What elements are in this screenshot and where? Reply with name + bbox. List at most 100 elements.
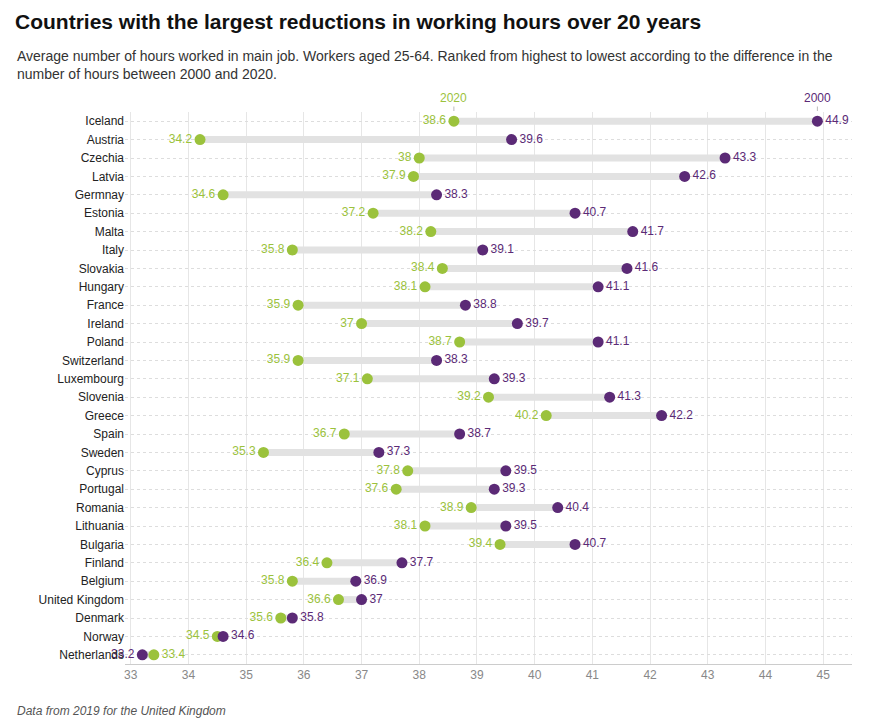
svg-text:40.4: 40.4 <box>566 500 590 514</box>
svg-text:Greece: Greece <box>85 409 125 423</box>
svg-text:37.3: 37.3 <box>387 444 411 458</box>
svg-text:Spain: Spain <box>93 427 124 441</box>
svg-text:34.5: 34.5 <box>186 628 210 642</box>
svg-text:Data from 2019 for the United: Data from 2019 for the United Kingdom <box>17 704 226 718</box>
svg-text:40: 40 <box>528 668 542 682</box>
svg-text:37: 37 <box>355 668 369 682</box>
svg-text:United Kingdom: United Kingdom <box>39 593 124 607</box>
svg-text:Czechia: Czechia <box>81 151 125 165</box>
svg-text:Average number of hours worked: Average number of hours worked in main j… <box>17 48 833 82</box>
svg-text:Austria: Austria <box>87 133 125 147</box>
svg-text:40.7: 40.7 <box>583 205 607 219</box>
svg-text:Portugal: Portugal <box>79 482 124 496</box>
svg-text:Countries with the largest red: Countries with the largest reductions in… <box>15 10 701 33</box>
svg-text:39.4: 39.4 <box>469 536 493 550</box>
svg-text:33: 33 <box>124 668 138 682</box>
svg-text:37.7: 37.7 <box>410 555 434 569</box>
svg-text:Slovakia: Slovakia <box>79 262 125 276</box>
svg-text:Luxembourg: Luxembourg <box>57 372 124 386</box>
svg-text:39.1: 39.1 <box>491 242 515 256</box>
svg-text:Germnay: Germnay <box>75 188 124 202</box>
svg-text:41.6: 41.6 <box>635 260 659 274</box>
svg-text:34.6: 34.6 <box>192 187 216 201</box>
svg-text:43: 43 <box>701 668 715 682</box>
svg-text:36.7: 36.7 <box>313 426 337 440</box>
svg-text:Italy: Italy <box>102 243 124 257</box>
svg-text:Sweden: Sweden <box>81 446 124 460</box>
svg-text:39: 39 <box>470 668 484 682</box>
svg-text:Bulgaria: Bulgaria <box>80 538 124 552</box>
svg-text:42.6: 42.6 <box>693 168 717 182</box>
svg-text:2020: 2020 <box>440 91 467 105</box>
svg-text:34.6: 34.6 <box>231 628 255 642</box>
svg-text:44.9: 44.9 <box>825 113 849 127</box>
svg-text:France: France <box>87 298 125 312</box>
svg-text:33.4: 33.4 <box>162 647 186 661</box>
svg-text:39.7: 39.7 <box>525 316 549 330</box>
svg-text:Belgium: Belgium <box>81 574 124 588</box>
svg-text:35.6: 35.6 <box>250 610 274 624</box>
svg-text:35.8: 35.8 <box>261 573 285 587</box>
svg-text:38: 38 <box>413 668 427 682</box>
svg-text:35.9: 35.9 <box>267 297 291 311</box>
svg-text:43.3: 43.3 <box>733 150 757 164</box>
svg-text:39.3: 39.3 <box>502 481 526 495</box>
svg-text:38.1: 38.1 <box>394 279 418 293</box>
svg-text:42: 42 <box>643 668 657 682</box>
svg-text:37.1: 37.1 <box>336 371 360 385</box>
svg-text:35.8: 35.8 <box>261 242 285 256</box>
svg-text:Norway: Norway <box>83 630 124 644</box>
svg-text:39.5: 39.5 <box>514 518 538 532</box>
svg-text:34: 34 <box>182 668 196 682</box>
svg-text:Malta: Malta <box>95 225 125 239</box>
svg-text:41.1: 41.1 <box>606 279 630 293</box>
svg-text:37: 37 <box>369 592 383 606</box>
svg-text:Denmark: Denmark <box>75 611 125 625</box>
svg-text:37.2: 37.2 <box>342 205 366 219</box>
svg-text:36: 36 <box>297 668 311 682</box>
svg-text:38.3: 38.3 <box>444 187 468 201</box>
svg-text:40.2: 40.2 <box>515 408 539 422</box>
svg-text:39.3: 39.3 <box>502 371 526 385</box>
svg-text:Cyprus: Cyprus <box>86 464 124 478</box>
svg-text:38.8: 38.8 <box>473 297 497 311</box>
svg-text:38.1: 38.1 <box>394 518 418 532</box>
svg-text:40.7: 40.7 <box>583 536 607 550</box>
svg-text:41.7: 41.7 <box>641 224 665 238</box>
svg-text:Estonia: Estonia <box>84 206 124 220</box>
svg-text:Poland: Poland <box>87 335 124 349</box>
svg-text:37.9: 37.9 <box>382 168 406 182</box>
svg-text:45: 45 <box>816 668 830 682</box>
svg-text:Hungary: Hungary <box>79 280 124 294</box>
svg-text:38.4: 38.4 <box>411 260 435 274</box>
svg-text:35.9: 35.9 <box>267 352 291 366</box>
svg-text:36.9: 36.9 <box>364 573 388 587</box>
svg-text:41.3: 41.3 <box>618 389 642 403</box>
svg-text:41: 41 <box>586 668 600 682</box>
svg-text:44: 44 <box>759 668 773 682</box>
svg-text:36.4: 36.4 <box>296 555 320 569</box>
svg-text:2000: 2000 <box>804 91 831 105</box>
svg-text:35.8: 35.8 <box>300 610 324 624</box>
svg-text:Latvia: Latvia <box>92 170 124 184</box>
svg-text:38.7: 38.7 <box>428 334 452 348</box>
svg-text:35: 35 <box>239 668 253 682</box>
svg-text:Romania: Romania <box>76 501 124 515</box>
svg-text:Ireland: Ireland <box>87 317 124 331</box>
svg-text:33.2: 33.2 <box>111 647 135 661</box>
svg-text:42.2: 42.2 <box>669 408 693 422</box>
svg-text:Netherlands: Netherlands <box>59 648 124 662</box>
svg-text:37.6: 37.6 <box>365 481 389 495</box>
svg-text:37.8: 37.8 <box>376 463 400 477</box>
svg-text:34.2: 34.2 <box>169 132 193 146</box>
svg-text:38.7: 38.7 <box>468 426 492 440</box>
svg-text:38.2: 38.2 <box>400 224 424 238</box>
svg-text:39.6: 39.6 <box>519 132 543 146</box>
svg-text:38: 38 <box>398 150 412 164</box>
svg-text:Lithuania: Lithuania <box>75 519 124 533</box>
svg-text:Iceland: Iceland <box>85 114 124 128</box>
svg-text:38.6: 38.6 <box>423 113 447 127</box>
svg-text:Slovenia: Slovenia <box>78 390 124 404</box>
svg-text:38.3: 38.3 <box>444 352 468 366</box>
svg-text:37: 37 <box>340 316 354 330</box>
